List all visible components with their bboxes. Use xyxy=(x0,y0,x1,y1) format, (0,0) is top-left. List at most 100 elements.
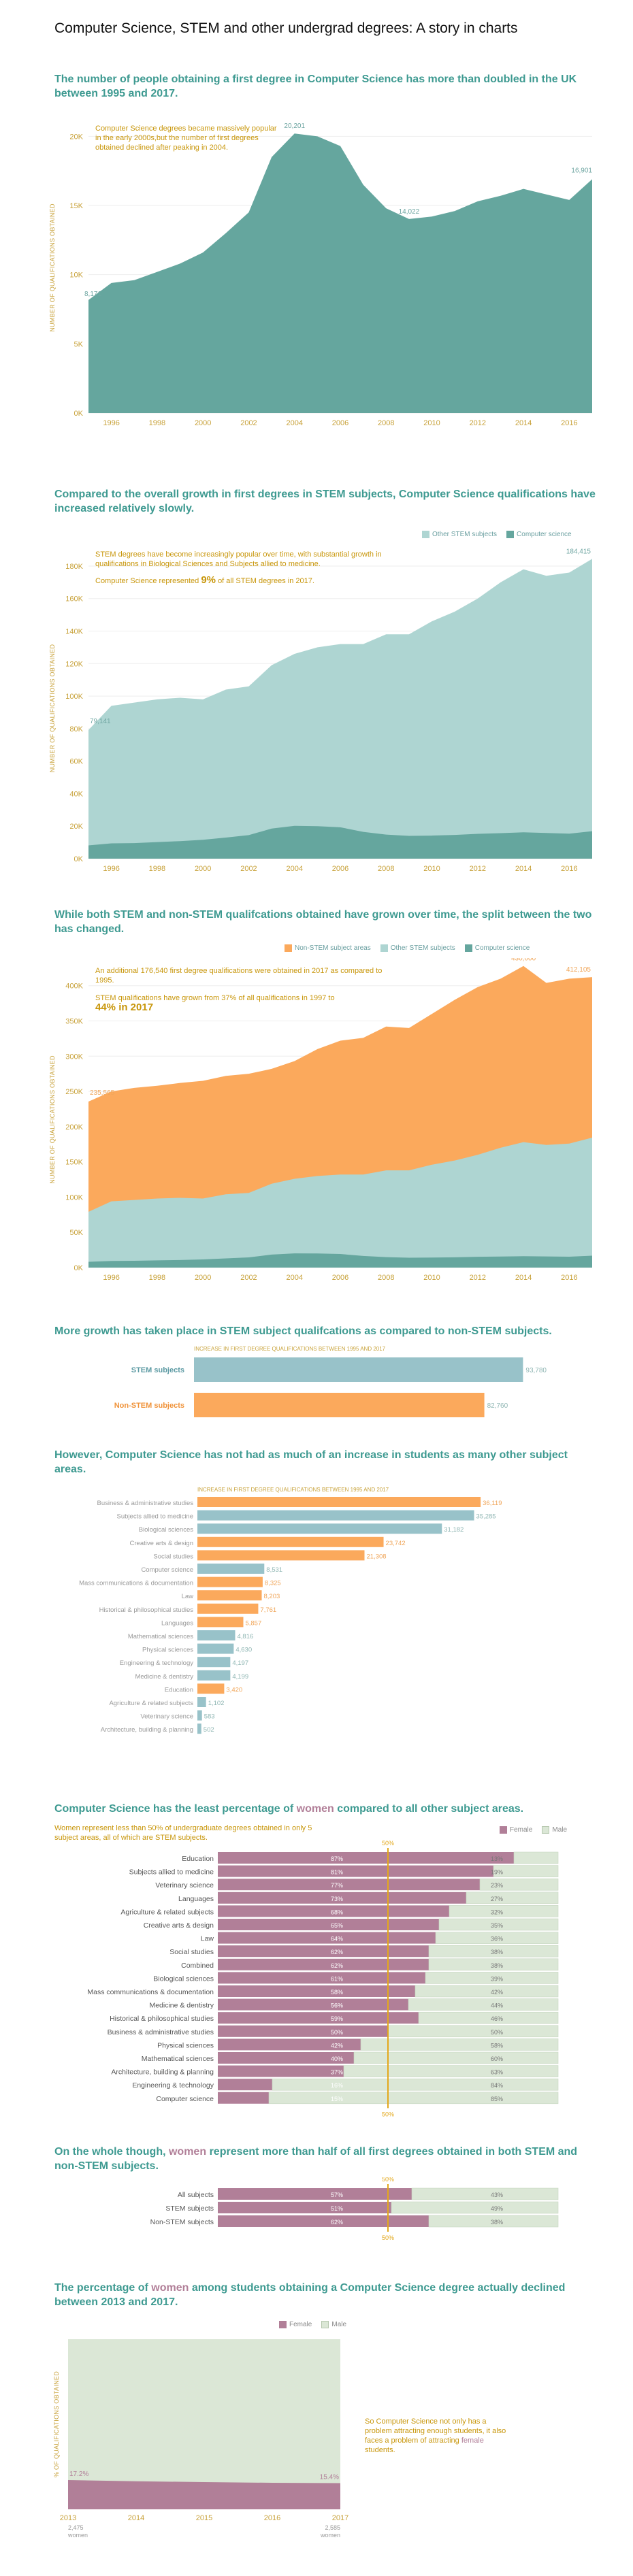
chart3-annotation: An additional 176,540 first degree quali… xyxy=(95,967,383,985)
bar xyxy=(197,1657,231,1668)
chart2: 0K 20K 40K 60K 80K 100K 120K 140K 160K 180K 1996 19… xyxy=(49,548,592,873)
bar-category-label: Business & administrative studies xyxy=(97,1500,193,1507)
female-value-label: 50% xyxy=(331,2029,343,2036)
bar-category-label: Engineering & technology xyxy=(132,2081,214,2090)
x-tick-label: 2008 xyxy=(378,1274,394,1282)
bar xyxy=(197,1603,259,1614)
y-axis-label: NUMBER OF QUALIFICATIONS OBTAINED xyxy=(49,1055,56,1184)
x-tick-label: 2017 xyxy=(332,2514,348,2522)
bar xyxy=(197,1564,265,1574)
bar-category-label: Social studies xyxy=(169,1948,214,1956)
male-value-label: 38% xyxy=(491,1962,503,1969)
chart2-annotation2: Computer Science represented 9% of all S… xyxy=(95,574,314,586)
x-tick-label: 2014 xyxy=(515,419,532,427)
marker-label: 50% xyxy=(382,2111,394,2117)
y-tick-label: 350K xyxy=(65,1018,83,1026)
x-tick-label: 2002 xyxy=(240,419,257,427)
chart3: 0K 50K 100K 150K 200K 250K 300K 350K 400K 1996 199… xyxy=(49,958,592,1282)
y-tick-label: 20K xyxy=(69,133,83,141)
female-bar xyxy=(218,2038,361,2051)
bar-value-label: 21,308 xyxy=(367,1553,387,1560)
bar xyxy=(197,1590,262,1601)
bar-category-label: Architecture, building & planning xyxy=(101,1726,193,1734)
bar xyxy=(197,1576,263,1587)
female-bar xyxy=(218,2052,354,2064)
bar-category-label: Historical & philosophical studies xyxy=(110,2015,214,2023)
chart1-annotation: Computer Science degrees became massivel… xyxy=(95,125,277,152)
x-tick-label: 2012 xyxy=(470,1274,486,1282)
y-tick-label: 40K xyxy=(69,790,83,798)
female-bar xyxy=(218,1972,425,1984)
bar-category-label: Business & administrative studies xyxy=(108,2028,214,2036)
legend-male: Male xyxy=(542,1826,567,1834)
male-bar xyxy=(387,2025,559,2038)
x-tick-label: 2010 xyxy=(423,419,440,427)
x-tick-label: 1996 xyxy=(103,1274,119,1282)
male-value-label: 42% xyxy=(491,1989,503,1996)
bar-category-label: Engineering & technology xyxy=(120,1659,194,1667)
chart3-legend: Non-STEM subject areas Other STEM subjec… xyxy=(285,944,530,952)
chart-caption: INCREASE IN FIRST DEGREE QUALIFICATIONS … xyxy=(197,1487,389,1493)
female-bar xyxy=(218,1985,415,1997)
y-tick-label: 150K xyxy=(65,1159,83,1167)
y-tick-label: 250K xyxy=(65,1088,83,1096)
female-value-label: 56% xyxy=(331,2002,343,2009)
bar-category-label: Agriculture & related subjects xyxy=(109,1700,193,1707)
x-tick-label: 2016 xyxy=(561,1274,577,1282)
bar-category-label: All subjects xyxy=(178,2191,214,2199)
x-tick-label: 1998 xyxy=(149,865,165,873)
male-value-label: 38% xyxy=(491,2219,503,2226)
x-tick-label: 1998 xyxy=(149,419,165,427)
chart4-title: More growth has taken place in STEM subj… xyxy=(54,1325,552,1337)
bar-value-label: 23,742 xyxy=(386,1540,406,1547)
y-tick-label: 60K xyxy=(69,758,83,766)
bar-value-label: 3,420 xyxy=(226,1686,242,1694)
bar-category-label: Biological sciences xyxy=(153,1975,214,1983)
male-bar xyxy=(513,1851,559,1864)
area-other-stem-subjects xyxy=(88,559,592,859)
bar-category-label: Biological sciences xyxy=(139,1526,194,1534)
female-value-label: 62% xyxy=(331,1962,343,1969)
bar-value-label: 1,102 xyxy=(208,1700,225,1707)
male-value-label: 49% xyxy=(491,2205,503,2212)
x-tick-label: 2002 xyxy=(240,1274,257,1282)
male-value-label: 46% xyxy=(491,2015,503,2022)
male-value-label: 19% xyxy=(491,1869,503,1876)
x-tick-label: 2014 xyxy=(515,1274,532,1282)
female-bar xyxy=(218,1932,436,1944)
data-label: 8,171 xyxy=(84,291,101,298)
male-value-label: 50% xyxy=(491,2029,503,2036)
female-value-label: 16% xyxy=(331,2082,343,2089)
marker-label: 50% xyxy=(382,1840,394,1847)
chart7: All subjects 57% 43% STEM subjects 51% 49% Non… xyxy=(150,2177,559,2241)
female-bar xyxy=(218,1865,493,1877)
x-tick-label: 2004 xyxy=(286,865,302,873)
chart6: Education 87% 13% Subjects allied to medici… xyxy=(87,1840,559,2117)
male-value-label: 23% xyxy=(491,1882,503,1889)
male-value-label: 63% xyxy=(491,2069,503,2076)
chart2-legend: Other STEM subjects Computer science xyxy=(422,531,572,538)
female-value-label: 42% xyxy=(331,2042,343,2049)
female-value-label: 62% xyxy=(331,2219,343,2226)
female-bar xyxy=(218,1919,439,1930)
bar-category-label: Languages xyxy=(161,1619,193,1627)
bar xyxy=(194,1357,523,1382)
chart6-legend: Female Male xyxy=(500,1826,567,1834)
x-tick-label: 2006 xyxy=(332,865,348,873)
x-tick-label: 2000 xyxy=(195,419,211,427)
male-bar xyxy=(415,1985,559,1998)
chart6-title: Computer Science has the least percentag… xyxy=(54,1803,524,1815)
legend-other-stem: Other STEM subjects xyxy=(422,531,497,538)
bar-category-label: Creative arts & design xyxy=(130,1540,193,1547)
bar-category-label: Mathematical sciences xyxy=(142,2055,214,2063)
male-value-label: 38% xyxy=(491,1949,503,1955)
bar-category-label: Law xyxy=(182,1593,194,1600)
legend-female: Female xyxy=(500,1826,532,1834)
female-value-label: 64% xyxy=(331,1936,343,1943)
y-tick-label: 400K xyxy=(65,982,83,991)
bar-category-label: Non-STEM subjects xyxy=(150,2218,214,2226)
y-tick-label: 0K xyxy=(74,1264,84,1272)
x-tick-label: 2006 xyxy=(332,1274,348,1282)
y-tick-label: 160K xyxy=(65,595,83,604)
male-bar xyxy=(408,1998,559,2011)
